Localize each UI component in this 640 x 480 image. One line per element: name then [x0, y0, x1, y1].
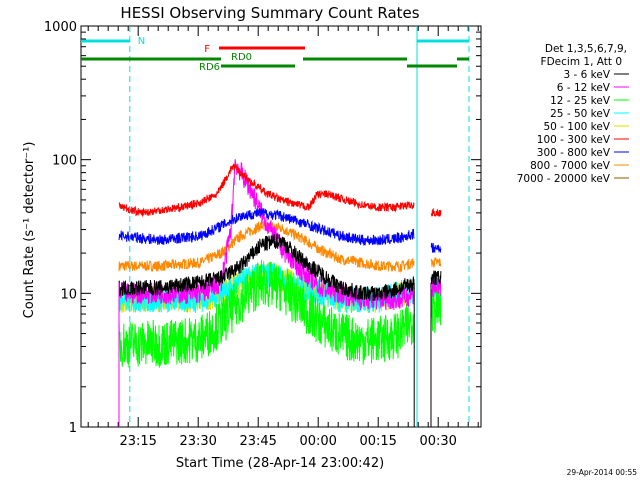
- y-tick-label: 1: [69, 421, 77, 436]
- x-tick-label: 00:30: [419, 434, 456, 449]
- x-axis: 23:15 23:30 23:45 00:00 00:15 00:30: [87, 26, 479, 449]
- x-tick-label: 00:00: [299, 434, 336, 449]
- series-line: [118, 259, 442, 368]
- chart-title: HESSI Observing Summary Count Rates: [120, 4, 419, 22]
- y-axis-label: Count Rate (s⁻¹ detector⁻¹): [22, 142, 37, 319]
- legend: Det 1,3,5,6,7,9, FDecim 1, Att 0 3 - 6 k…: [517, 43, 629, 185]
- series-line: [118, 208, 442, 253]
- legend-label: 3 - 6 keV: [563, 69, 610, 81]
- flag-layer: N F RD0 RD6: [81, 26, 470, 427]
- x-axis-label: Start Time (28-Apr-14 23:00:42): [176, 456, 384, 471]
- y-tick-label: 100: [52, 154, 77, 169]
- legend-label: 25 - 50 keV: [550, 108, 611, 120]
- legend-header-line-2: FDecim 1, Att 0: [541, 56, 622, 68]
- series-line: [118, 233, 442, 301]
- legend-label: 800 - 7000 keV: [530, 160, 611, 172]
- legend-label: 50 - 100 keV: [543, 121, 610, 133]
- y-axis: 1 10 100 1000: [44, 20, 481, 436]
- legend-label: 12 - 25 keV: [550, 95, 611, 107]
- flag-label: RD0: [231, 52, 252, 63]
- x-tick-label: 00:15: [359, 434, 396, 449]
- x-tick-label: 23:45: [239, 434, 276, 449]
- flag-label: N: [138, 36, 145, 47]
- series-layer: [118, 159, 442, 427]
- y-tick-label: 10: [60, 287, 77, 302]
- legend-label: 300 - 800 keV: [537, 147, 611, 159]
- x-tick-label: 23:30: [179, 434, 216, 449]
- plot-frame: [80, 25, 482, 428]
- x-tick-label: 23:15: [119, 434, 156, 449]
- y-tick-label: 1000: [44, 20, 77, 35]
- legend-label: 6 - 12 keV: [557, 82, 611, 94]
- legend-label: 100 - 300 keV: [537, 134, 611, 146]
- flag-label: RD6: [199, 62, 220, 73]
- flag-label: F: [204, 44, 210, 55]
- series-line: [118, 163, 442, 217]
- legend-header-line-1: Det 1,3,5,6,7,9,: [545, 43, 627, 55]
- legend-label: 7000 - 20000 keV: [517, 173, 611, 185]
- plot-timestamp: 29-Apr-2014 00:55: [567, 468, 638, 477]
